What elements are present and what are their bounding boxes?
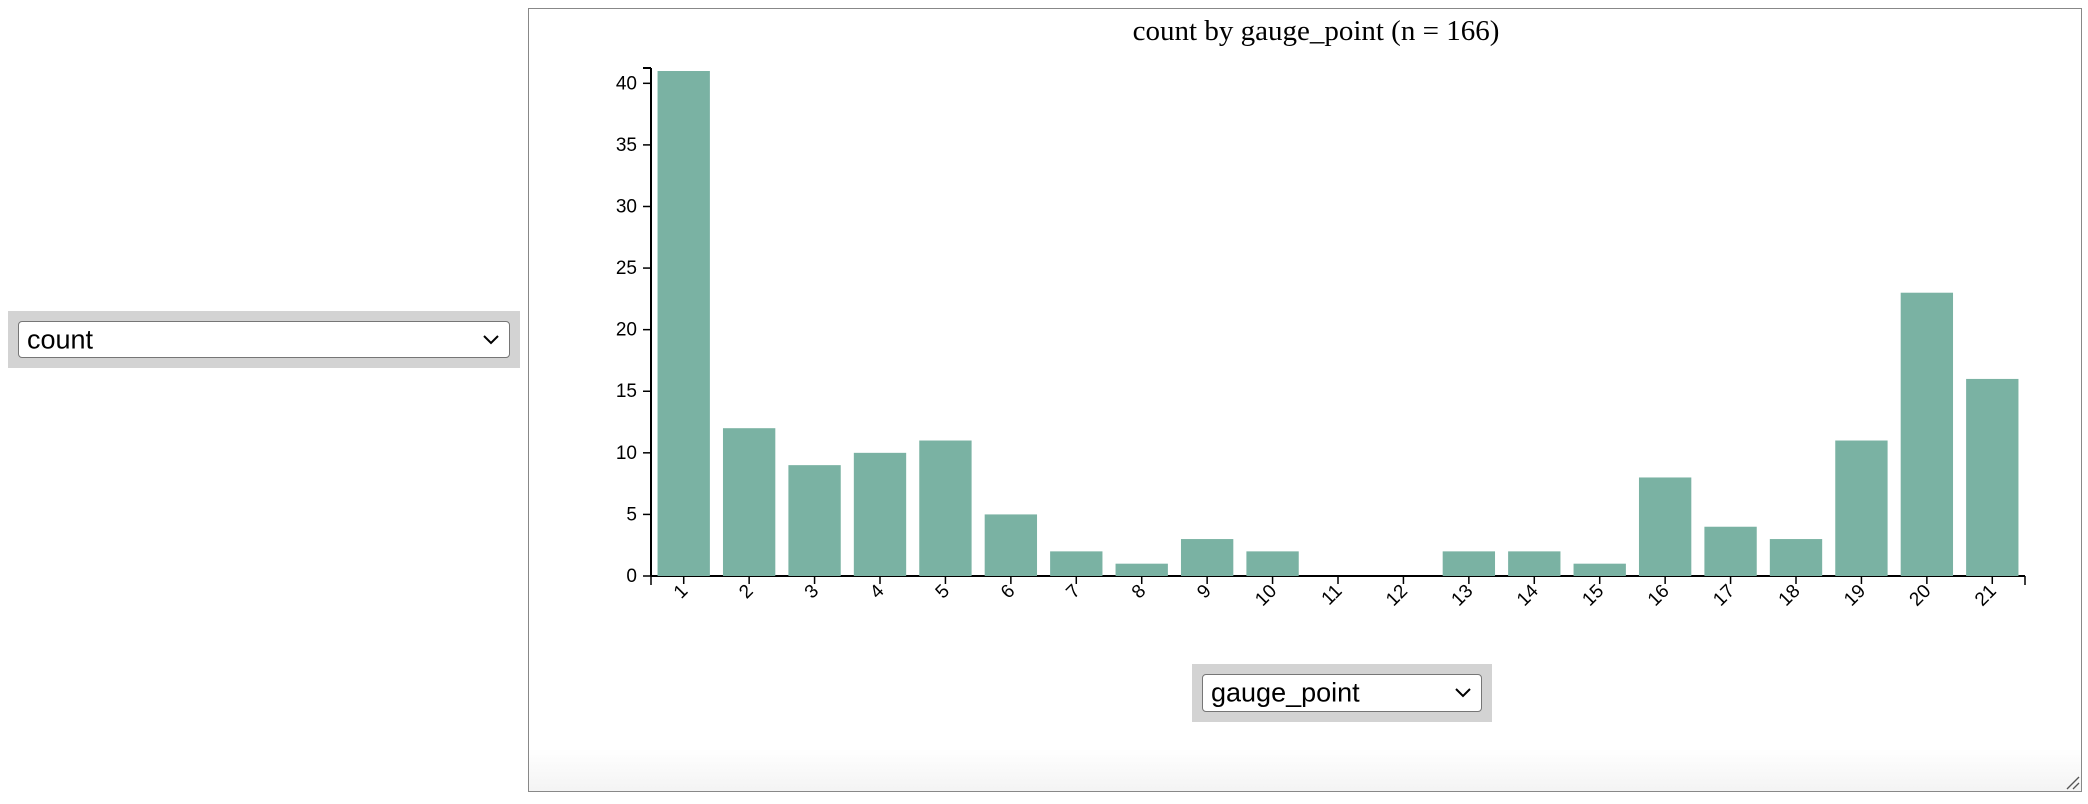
x-tick-label: 1 (670, 581, 692, 603)
bar-20 (1900, 292, 1954, 576)
bar-8 (1115, 563, 1168, 576)
x-tick-label: 15 (1578, 581, 1608, 611)
chart-panel: count by gauge_point (n = 166) 0 5 10 15 20 2… (528, 8, 2082, 792)
y-tick-label: 25 (616, 258, 637, 279)
x-tick-label: 16 (1644, 581, 1674, 611)
x-variable-select-value: gauge_point (1211, 677, 1360, 708)
x-tick-label: 7 (1062, 581, 1084, 603)
bar-21 (1966, 378, 2019, 576)
x-variable-select-container: gauge_point (1192, 664, 1492, 722)
y-tick-label: 40 (616, 73, 637, 94)
x-tick-label: 4 (866, 580, 889, 603)
resize-handle-icon[interactable] (2063, 773, 2081, 791)
x-tick-label: 18 (1775, 581, 1805, 611)
y-tick-label: 15 (616, 381, 637, 402)
x-variable-select[interactable]: gauge_point (1202, 674, 1482, 712)
bar-17 (1704, 526, 1757, 576)
x-tick-label: 10 (1251, 581, 1281, 611)
x-tick-label: 11 (1318, 581, 1347, 610)
y-tick-label: 0 (626, 566, 637, 587)
x-tick-label: 2 (735, 581, 757, 603)
x-tick-label: 9 (1193, 581, 1215, 603)
bar-3 (788, 465, 841, 576)
y-variable-select-container: count (8, 311, 520, 368)
chart-title: count by gauge_point (n = 166) (1133, 15, 1500, 47)
y-tick-label: 35 (616, 135, 637, 156)
x-tick-label: 5 (932, 581, 954, 603)
bar-16 (1638, 477, 1692, 576)
bar-15 (1573, 563, 1626, 576)
x-axis: 1 2 3 4 5 6 7 8 9 10 11 12 13 14 15 16 17 18 19 20 21 (650, 575, 2026, 611)
chevron-down-icon (1455, 688, 1471, 698)
y-tick-label: 30 (616, 196, 637, 217)
x-tick-label: 8 (1128, 581, 1150, 603)
bar-5 (919, 440, 972, 576)
x-tick-label: 14 (1513, 580, 1543, 610)
y-variable-select[interactable]: count (18, 321, 510, 358)
bar-18 (1769, 539, 1823, 576)
y-tick-label: 5 (626, 504, 637, 525)
bar-1 (657, 71, 710, 576)
x-tick-label: 12 (1382, 581, 1412, 611)
y-tick-label: 10 (616, 443, 637, 464)
x-tick-label: 19 (1840, 581, 1870, 611)
chevron-down-icon (483, 334, 499, 344)
x-tick-label: 17 (1709, 581, 1739, 611)
bar-14 (1508, 551, 1561, 576)
x-tick-label: 6 (997, 581, 1019, 603)
y-tick-label: 20 (616, 320, 637, 341)
x-tick-label: 13 (1448, 581, 1478, 611)
bar-7 (1050, 551, 1103, 576)
bar-chart: count by gauge_point (n = 166) 051015202… (616, 15, 2026, 611)
bar-6 (984, 514, 1038, 576)
bar-13 (1442, 551, 1496, 576)
x-tick-label: 21 (1971, 581, 2001, 611)
bar-9 (1180, 539, 1234, 576)
y-variable-select-value: count (27, 324, 94, 354)
x-tick-label: 20 (1906, 581, 1936, 611)
y-axis: 0 5 10 15 20 25 30 35 40 (616, 67, 652, 587)
bar-4 (853, 452, 907, 576)
bar-19 (1835, 440, 1888, 576)
bar-2 (722, 428, 776, 576)
bar-10 (1246, 551, 1299, 576)
x-tick-label: 3 (801, 581, 823, 603)
bars (657, 71, 2019, 576)
